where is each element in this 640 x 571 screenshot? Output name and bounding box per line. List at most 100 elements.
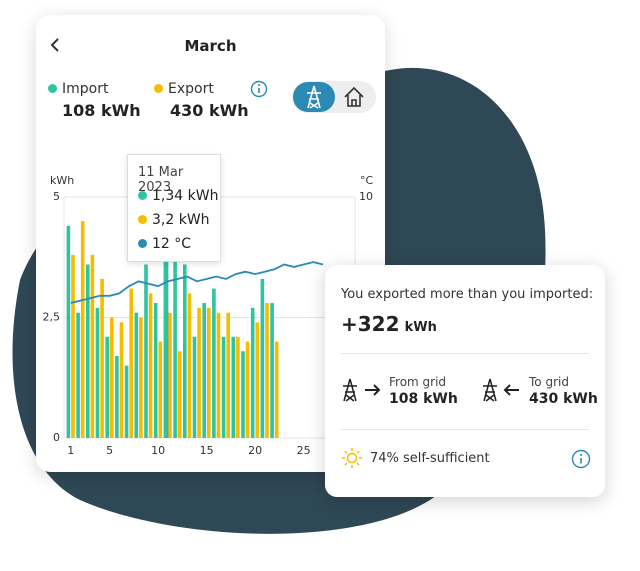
bar xyxy=(197,307,201,438)
bar xyxy=(168,312,172,438)
tooltip-import: 1,34 kWh xyxy=(138,188,218,204)
import-legend: Import xyxy=(48,81,108,97)
tooltip: 11 Mar 2023 1,34 kWh 3,2 kWh 12 °C xyxy=(127,154,221,262)
y2-tick-label: 10 xyxy=(359,190,373,203)
from-value: 108 kWh xyxy=(389,391,458,407)
bar xyxy=(221,336,226,438)
tooltip-dot xyxy=(138,215,147,224)
bar xyxy=(250,307,255,438)
x-tick-label: 20 xyxy=(248,444,262,457)
legend-label: Export xyxy=(168,81,214,97)
self-sufficient: 74% self-sufficient xyxy=(370,451,490,466)
info-icon[interactable] xyxy=(250,80,268,98)
bar xyxy=(144,264,148,438)
bar xyxy=(236,336,240,438)
bar xyxy=(119,322,124,438)
bar xyxy=(270,303,274,438)
view-toggle xyxy=(292,81,376,113)
x-tick-label: 1 xyxy=(67,444,74,457)
back-button[interactable] xyxy=(48,37,64,53)
tooltip-date: 11 Mar 2023 xyxy=(138,165,184,195)
divider xyxy=(341,353,589,354)
divider xyxy=(341,429,589,430)
to-grid-icon xyxy=(483,378,519,402)
x-tick-label: 10 xyxy=(151,444,165,457)
bar xyxy=(260,278,265,438)
legend-dot xyxy=(48,84,57,93)
bar xyxy=(187,293,192,438)
x-tick-label: 5 xyxy=(106,444,113,457)
tooltip-text: 12 °C xyxy=(152,236,192,252)
card-headline: You exported more than you imported: xyxy=(341,287,594,302)
bar xyxy=(173,259,177,438)
sun-icon xyxy=(342,448,362,468)
export-legend: Export xyxy=(154,81,214,97)
tooltip-text: 3,2 kWh xyxy=(152,212,210,228)
bar xyxy=(192,336,197,438)
summary-card: You exported more than you imported: +32… xyxy=(325,265,605,497)
to-label: To grid xyxy=(529,375,569,389)
bar xyxy=(124,365,129,438)
export-value: 430 kWh xyxy=(170,101,249,120)
tooltip-temp: 12 °C xyxy=(138,236,191,252)
bar xyxy=(177,351,182,438)
bar xyxy=(90,254,95,438)
bar xyxy=(71,254,75,438)
bar xyxy=(212,288,216,438)
bar xyxy=(115,356,119,438)
tooltip-dot xyxy=(138,191,147,200)
bar xyxy=(129,288,133,438)
bar xyxy=(206,307,211,438)
bar xyxy=(134,312,139,438)
bar xyxy=(231,336,236,438)
bar xyxy=(76,312,80,438)
info-icon[interactable] xyxy=(571,449,591,469)
bar xyxy=(66,225,71,438)
bar xyxy=(109,317,114,438)
legend-dot xyxy=(154,84,163,93)
bar xyxy=(265,303,269,438)
amount: +322 xyxy=(341,312,400,336)
from-grid-icon xyxy=(343,378,381,402)
bar xyxy=(241,351,245,438)
amount-unit: kWh xyxy=(404,320,437,335)
home-view-button[interactable] xyxy=(342,85,366,109)
temperature-line xyxy=(70,261,324,304)
y-axis-label: kWh xyxy=(50,174,74,187)
bar xyxy=(105,336,109,438)
import-value: 108 kWh xyxy=(62,101,141,120)
bar xyxy=(139,317,143,438)
to-value: 430 kWh xyxy=(529,391,598,407)
bar xyxy=(95,307,100,438)
bar xyxy=(80,221,85,438)
bar xyxy=(255,322,260,438)
grid-view-button[interactable] xyxy=(293,82,335,112)
tooltip-export: 3,2 kWh xyxy=(138,212,210,228)
x-tick-label: 15 xyxy=(200,444,214,457)
bar xyxy=(153,303,158,438)
y-tick-label: 0 xyxy=(53,431,60,444)
bar xyxy=(148,293,153,438)
bar xyxy=(226,312,230,438)
from-label: From grid xyxy=(389,375,447,389)
bar xyxy=(100,278,104,438)
card-amount: +322 kWh xyxy=(341,312,437,336)
bar xyxy=(245,341,250,438)
bar xyxy=(202,303,206,438)
legend-label: Import xyxy=(62,81,109,97)
y-tick-label: 2,5 xyxy=(43,311,61,324)
y-tick-label: 5 xyxy=(53,190,60,203)
bar xyxy=(216,312,221,438)
y2-axis-label: °C xyxy=(360,174,374,187)
tooltip-text: 1,34 kWh xyxy=(152,188,219,204)
tooltip-dot xyxy=(138,239,147,248)
bar xyxy=(274,341,279,438)
bar xyxy=(85,264,90,438)
screen-title: March xyxy=(184,37,237,55)
bar xyxy=(163,259,168,438)
bar xyxy=(182,264,187,438)
bar xyxy=(158,341,163,438)
x-tick-label: 25 xyxy=(297,444,311,457)
